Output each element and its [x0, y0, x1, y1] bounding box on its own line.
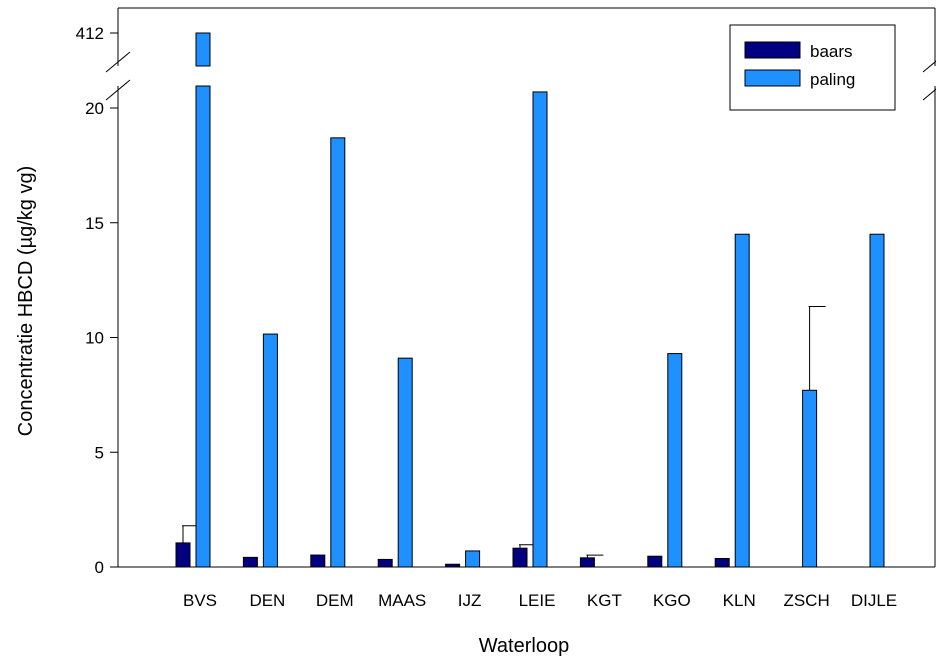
- bar-paling: [397, 357, 413, 568]
- bar-paling: [802, 389, 818, 568]
- bar-paling: [262, 333, 278, 568]
- axis-break-left-a: [105, 51, 131, 73]
- bar-baars: [310, 554, 326, 568]
- x-tick-label: MAAS: [378, 591, 426, 610]
- bar-baars: [445, 563, 461, 568]
- bar-baars: [714, 558, 730, 568]
- x-tick-label: DEN: [249, 591, 285, 610]
- bar-paling-upper: [195, 32, 211, 67]
- axis-break-right-b: [922, 88, 936, 101]
- legend-swatch-baars: [744, 41, 801, 59]
- bar-paling: [667, 353, 683, 568]
- y-tick-label: 20: [85, 99, 104, 118]
- y-tick-label: 15: [85, 214, 104, 233]
- axis-break-left-b: [105, 79, 131, 101]
- axis-break-right-a: [922, 60, 936, 73]
- x-tick-label: IJZ: [458, 591, 482, 610]
- bar-baars: [377, 558, 393, 568]
- y-axis-title: Concentratie HBCD (µg/kg vg): [15, 166, 37, 437]
- legend-box: [729, 24, 896, 111]
- x-tick-label: DIJLE: [851, 591, 897, 610]
- bars: [175, 32, 885, 568]
- x-tick-label: DEM: [316, 591, 354, 610]
- bar-paling: [734, 233, 750, 568]
- legend: baars paling: [729, 24, 896, 111]
- bar-paling: [195, 85, 211, 568]
- y-tick-label: 5: [95, 443, 104, 462]
- bar-baars: [175, 542, 191, 568]
- bar-baars: [512, 547, 528, 568]
- bar-paling: [532, 91, 548, 568]
- x-tick-label: ZSCH: [783, 591, 829, 610]
- x-tick-label: KGT: [587, 591, 622, 610]
- x-tick-label: BVS: [183, 591, 217, 610]
- legend-label-paling: paling: [810, 70, 855, 89]
- legend-label-baars: baars: [810, 42, 853, 61]
- ticks: 0 5 10 15 20 412 BVS DEN DEM MAAS IJZ LEIE KGT KGO KLN…: [76, 24, 898, 610]
- bar-baars: [579, 557, 595, 568]
- x-tick-label: KGO: [653, 591, 691, 610]
- y-tick-label-upper: 412: [76, 24, 104, 43]
- bar-baars: [242, 556, 258, 568]
- x-axis-title: Waterloop: [479, 635, 569, 657]
- bar-paling: [465, 550, 481, 568]
- x-tick-label: KLN: [723, 591, 756, 610]
- legend-swatch-paling: [744, 69, 801, 87]
- y-tick-label: 10: [85, 329, 104, 348]
- bar-paling: [869, 233, 885, 568]
- bar-paling: [330, 137, 346, 568]
- y-tick-label: 0: [95, 558, 104, 577]
- x-tick-label: LEIE: [519, 591, 556, 610]
- bar-baars: [647, 555, 663, 568]
